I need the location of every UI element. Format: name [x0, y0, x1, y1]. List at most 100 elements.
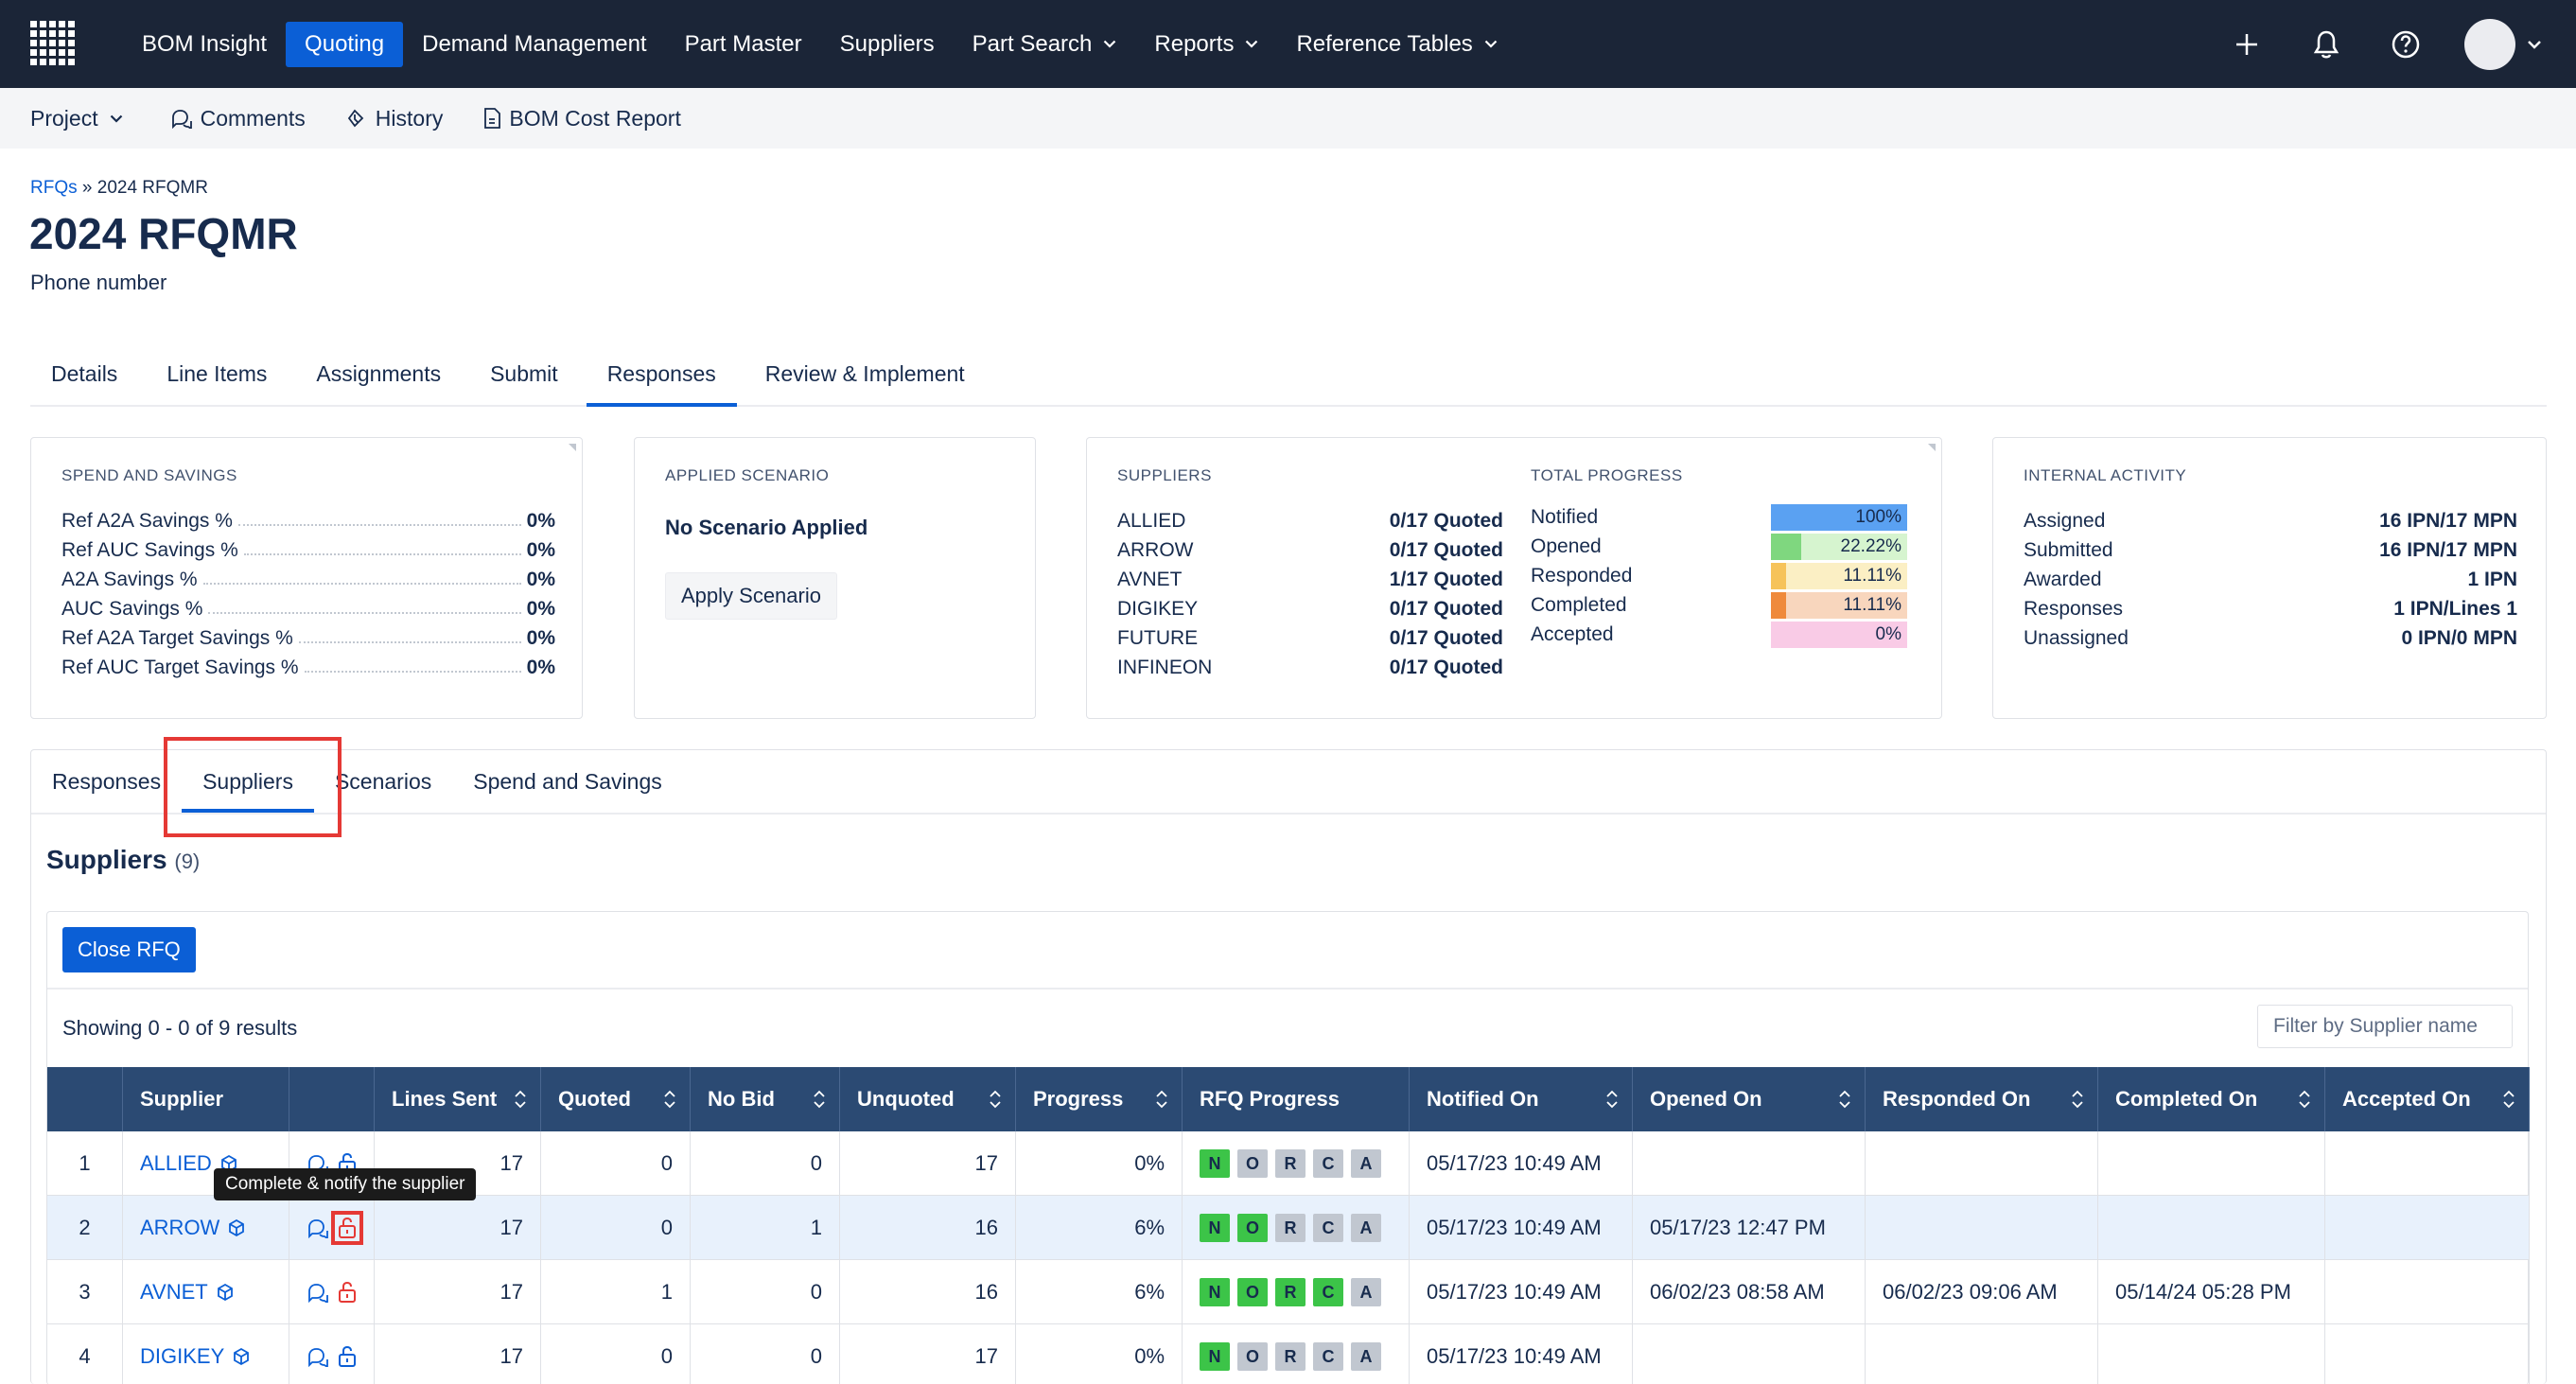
actions-cell [289, 1324, 375, 1384]
kv-row: Responses 1 IPN/Lines 1 [2024, 592, 2517, 621]
nav-item-label: Demand Management [422, 30, 647, 57]
row-index-value: 3 [79, 1280, 91, 1304]
kv-row: Ref A2A Target Savings % 0% [61, 622, 555, 650]
nav-item-bom-insight[interactable]: BOM Insight [123, 22, 286, 67]
kv-row: ALLIED 0/17 Quoted [1117, 504, 1503, 533]
kv-row: DIGIKEY 0/17 Quoted [1117, 592, 1503, 621]
supplier-name: DIGIKEY [140, 1344, 225, 1368]
nav-item-part-search[interactable]: Part Search [954, 22, 1136, 67]
column-header-notified-on[interactable]: Notified On [1410, 1067, 1633, 1131]
column-header-label: No Bid [708, 1087, 775, 1111]
supplier-link[interactable]: DIGIKEY [140, 1344, 251, 1369]
tab-submit[interactable]: Submit [490, 361, 558, 386]
subtab-responses[interactable]: Responses [52, 769, 162, 794]
supplier-link[interactable]: AVNET [140, 1280, 235, 1305]
accepted-cell [2325, 1324, 2530, 1384]
column-header-unquoted[interactable]: Unquoted [840, 1067, 1016, 1131]
tab-assignments[interactable]: Assignments [316, 361, 442, 386]
unquoted-cell: 17 [840, 1131, 1016, 1196]
kv-label: AUC Savings % [61, 598, 203, 620]
row-index: 1 [47, 1131, 123, 1196]
sort-icon[interactable] [2298, 1089, 2311, 1110]
lock-icon[interactable] [337, 1281, 358, 1304]
no-bid-value: 1 [810, 1216, 822, 1239]
completed-cell [2098, 1196, 2325, 1260]
sort-icon[interactable] [2071, 1089, 2084, 1110]
column-header-quoted[interactable]: Quoted [541, 1067, 691, 1131]
apply-scenario-button[interactable]: Apply Scenario [665, 572, 837, 620]
kv-value: 0% [526, 510, 555, 532]
bom-cost-report-link[interactable]: BOM Cost Report [482, 106, 681, 131]
help-icon[interactable] [2385, 24, 2427, 65]
link-icon[interactable] [307, 1282, 329, 1303]
nav-item-quoting[interactable]: Quoting [286, 21, 404, 67]
link-icon[interactable] [307, 1346, 329, 1367]
kv-row: Assigned 16 IPN/17 MPN [2024, 504, 2517, 533]
sort-icon[interactable] [1155, 1089, 1168, 1110]
main-nav: BOM Insight Quoting Demand Management Part … [123, 0, 1516, 88]
supplier-link[interactable]: ALLIED [140, 1151, 238, 1176]
subtab-scenarios[interactable]: Scenarios [334, 769, 432, 794]
column-header-no-bid[interactable]: No Bid [691, 1067, 840, 1131]
sort-icon[interactable] [514, 1089, 527, 1110]
stage-badge: C [1313, 1149, 1343, 1178]
column-header-responded-on[interactable]: Responded On [1866, 1067, 2098, 1131]
comments-link[interactable]: Comments [170, 106, 306, 131]
sort-icon[interactable] [2502, 1089, 2515, 1110]
dotted-leader [202, 583, 521, 585]
sort-icon[interactable] [813, 1089, 826, 1110]
tab-line-items[interactable]: Line Items [166, 361, 268, 386]
column-header-progress[interactable]: Progress [1016, 1067, 1183, 1131]
nav-item-part-master[interactable]: Part Master [666, 22, 821, 67]
opened-value: 06/02/23 08:58 AM [1650, 1280, 1825, 1304]
lock-icon[interactable] [331, 1211, 363, 1245]
main-tabs: Details Line Items Assignments Submit Respon… [30, 348, 2547, 407]
stage-badge: R [1275, 1278, 1306, 1306]
notified-cell: 05/17/23 10:49 AM [1410, 1131, 1633, 1196]
sort-icon[interactable] [663, 1089, 676, 1110]
card-title: APPLIED SCENARIO [665, 466, 830, 484]
column-header-opened-on[interactable]: Opened On [1633, 1067, 1866, 1131]
progress-value: 11.11% [1843, 566, 1901, 586]
nav-item-reference-tables[interactable]: Reference Tables [1277, 22, 1516, 67]
tab-review-and-implement[interactable]: Review & Implement [764, 361, 965, 386]
unquoted-cell: 16 [840, 1196, 1016, 1260]
supplier-link[interactable]: ARROW [140, 1216, 246, 1240]
notified-cell: 05/17/23 10:49 AM [1410, 1196, 1633, 1260]
sort-icon[interactable] [1605, 1089, 1619, 1110]
kv-value: 16 IPN/17 MPN [2379, 539, 2517, 561]
supplier-filter-input[interactable] [2257, 1005, 2513, 1048]
tab-responses[interactable]: Responses [586, 348, 737, 407]
progress-bar: 11.11% [1771, 592, 1907, 619]
plus-icon[interactable] [2226, 24, 2268, 65]
report-icon [482, 107, 509, 130]
history-link[interactable]: History [345, 106, 443, 131]
chevron-down-icon [1103, 40, 1116, 48]
nav-item-suppliers[interactable]: Suppliers [821, 22, 954, 67]
sort-icon[interactable] [1838, 1089, 1851, 1110]
close-rfq-button[interactable]: Close RFQ [62, 927, 196, 972]
column-header-completed-on[interactable]: Completed On [2098, 1067, 2325, 1131]
avatar[interactable] [2464, 18, 2515, 70]
chevron-down-icon[interactable] [2527, 40, 2542, 49]
nav-item-demand-management[interactable]: Demand Management [403, 22, 665, 67]
sort-icon[interactable] [989, 1089, 1002, 1110]
stage-badge: N [1200, 1278, 1230, 1306]
subtab-spend-and-savings[interactable]: Spend and Savings [473, 769, 662, 794]
opened-value: 05/17/23 12:47 PM [1650, 1216, 1826, 1239]
app-logo-icon[interactable] [28, 19, 78, 68]
tab-details[interactable]: Details [51, 361, 118, 386]
column-header-lines-sent[interactable]: Lines Sent [375, 1067, 541, 1131]
project-menu[interactable]: Project [30, 106, 131, 131]
stage-badge: A [1351, 1149, 1381, 1178]
responded-value: 06/02/23 09:06 AM [1883, 1280, 2058, 1304]
bell-icon[interactable] [2305, 24, 2347, 65]
progress-value: 100% [1855, 507, 1901, 527]
nav-item-reports[interactable]: Reports [1135, 22, 1277, 67]
project-label: Project [30, 105, 98, 131]
lock-icon[interactable] [337, 1345, 358, 1368]
breadcrumb-rfqs-link[interactable]: RFQs [30, 178, 78, 198]
column-header-accepted-on[interactable]: Accepted On [2325, 1067, 2530, 1131]
link-icon[interactable] [307, 1218, 329, 1238]
subtab-suppliers[interactable]: Suppliers [182, 750, 314, 813]
